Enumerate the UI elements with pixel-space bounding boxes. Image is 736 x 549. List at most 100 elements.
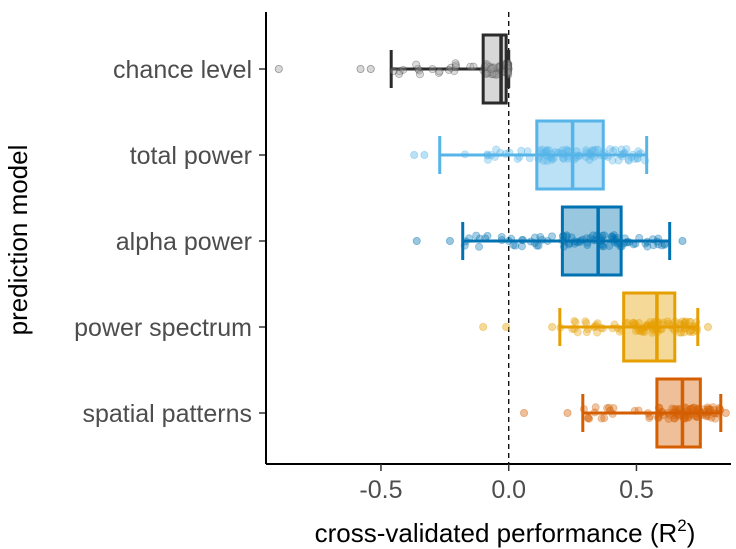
sample-point	[618, 150, 627, 159]
sample-point	[689, 403, 698, 412]
sample-point	[507, 234, 516, 243]
sample-point	[582, 152, 591, 161]
sample-point	[620, 148, 629, 157]
sample-point	[672, 404, 681, 413]
sample-point	[665, 411, 674, 420]
sample-point	[583, 238, 592, 247]
sample-point	[610, 320, 619, 329]
sample-point	[434, 68, 443, 77]
sample-point	[591, 403, 600, 412]
sample-point	[653, 237, 662, 246]
sample-point	[582, 328, 591, 337]
sample-point	[646, 321, 655, 330]
sample-point	[412, 60, 421, 69]
outlier-point	[563, 408, 572, 417]
sample-point	[702, 412, 711, 421]
sample-point	[692, 318, 701, 327]
sample-point	[689, 403, 698, 412]
sample-point	[629, 318, 638, 327]
sample-point	[613, 324, 622, 333]
sample-point	[582, 148, 591, 157]
sample-point	[536, 233, 545, 242]
outlier-point	[721, 408, 730, 417]
sample-point	[628, 319, 637, 328]
sample-point	[544, 146, 553, 155]
sample-point	[545, 153, 554, 162]
outlier-point	[502, 322, 511, 331]
sample-point	[547, 153, 556, 162]
sample-point	[475, 242, 484, 251]
sample-point	[624, 155, 633, 164]
sample-point	[573, 328, 582, 337]
sample-point	[489, 63, 498, 72]
sample-point	[487, 70, 496, 79]
sample-point	[654, 240, 663, 249]
sample-point	[489, 68, 498, 77]
sample-point	[664, 414, 673, 423]
sample-point	[711, 409, 720, 418]
sample-point	[685, 408, 694, 417]
sample-point	[484, 62, 493, 71]
sample-point	[583, 324, 592, 333]
sample-point	[518, 236, 527, 245]
sample-point	[575, 238, 584, 247]
sample-point	[515, 152, 524, 161]
sample-point	[581, 317, 590, 326]
sample-point	[685, 326, 694, 335]
sample-point	[692, 327, 701, 336]
y-tick-label: chance level	[113, 56, 252, 84]
sample-point	[645, 413, 654, 422]
sample-point	[684, 410, 693, 419]
box-iqr	[535, 119, 605, 191]
sample-point	[571, 318, 580, 327]
sample-point	[607, 233, 616, 242]
sample-point	[659, 318, 668, 327]
sample-point	[589, 323, 598, 332]
sample-point	[624, 156, 633, 165]
x-axis-title-superscript: 2	[677, 516, 686, 535]
sample-point	[591, 322, 600, 331]
sample-point	[617, 145, 626, 154]
sample-point	[593, 328, 602, 337]
sample-point	[685, 322, 694, 331]
sample-point	[489, 64, 498, 73]
sample-point	[681, 317, 690, 326]
sample-point	[603, 152, 612, 161]
sample-point	[714, 409, 723, 418]
sample-point	[461, 237, 470, 246]
sample-point	[583, 241, 592, 250]
sample-point	[678, 317, 687, 326]
sample-point	[691, 322, 700, 331]
sample-point	[389, 66, 398, 75]
sample-point	[575, 151, 584, 160]
x-tick-label: -0.5	[359, 476, 402, 504]
sample-point	[658, 408, 667, 417]
sample-point	[559, 153, 568, 162]
y-axis-title: prediction model	[3, 145, 33, 336]
sample-point	[677, 328, 686, 337]
sample-point	[505, 148, 514, 157]
sample-point	[686, 317, 695, 326]
sample-point	[605, 403, 614, 412]
sample-point	[576, 236, 585, 245]
sample-point	[685, 317, 694, 326]
sample-point	[509, 241, 518, 250]
series-alpha-power	[412, 205, 687, 277]
sample-point	[590, 408, 599, 417]
sample-point	[680, 321, 689, 330]
outlier-point	[479, 322, 488, 331]
sample-point	[587, 151, 596, 160]
outlier-point	[520, 408, 529, 417]
sample-point	[637, 149, 646, 158]
outlier-point	[678, 236, 687, 245]
series-chance-level	[274, 33, 513, 105]
sample-point	[690, 322, 699, 331]
sample-point	[610, 231, 619, 240]
sample-point	[646, 412, 655, 421]
sample-point	[487, 65, 496, 74]
sample-point	[556, 149, 565, 158]
box-iqr	[622, 291, 677, 363]
sample-point	[686, 404, 695, 413]
sample-point	[611, 235, 620, 244]
sample-point	[641, 156, 650, 165]
